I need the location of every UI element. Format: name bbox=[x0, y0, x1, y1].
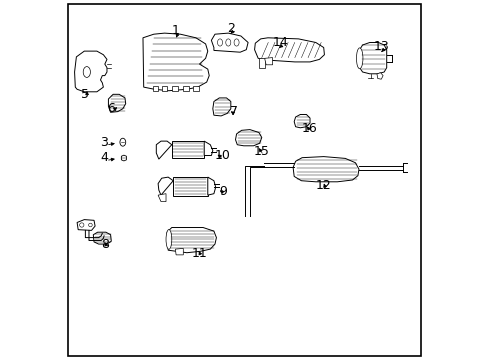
Polygon shape bbox=[211, 33, 247, 52]
Text: 4: 4 bbox=[100, 151, 108, 164]
Text: 15: 15 bbox=[253, 145, 269, 158]
Bar bbox=[172, 86, 178, 91]
Text: 1: 1 bbox=[172, 24, 180, 37]
Polygon shape bbox=[235, 130, 261, 146]
Text: 14: 14 bbox=[272, 36, 288, 49]
Text: 3: 3 bbox=[100, 136, 108, 149]
Polygon shape bbox=[108, 94, 125, 112]
Polygon shape bbox=[294, 114, 309, 128]
Ellipse shape bbox=[217, 39, 222, 46]
Polygon shape bbox=[204, 141, 212, 156]
Text: 8: 8 bbox=[101, 238, 109, 251]
Ellipse shape bbox=[88, 223, 92, 227]
Text: 6: 6 bbox=[107, 102, 115, 114]
Text: 9: 9 bbox=[219, 185, 227, 198]
Polygon shape bbox=[75, 51, 107, 92]
Polygon shape bbox=[258, 58, 265, 68]
Ellipse shape bbox=[120, 138, 125, 146]
Text: 7: 7 bbox=[229, 105, 237, 118]
Polygon shape bbox=[171, 141, 204, 158]
Text: 5: 5 bbox=[81, 88, 89, 101]
Bar bbox=[183, 86, 189, 91]
Polygon shape bbox=[254, 38, 324, 62]
Polygon shape bbox=[93, 232, 111, 244]
Polygon shape bbox=[158, 194, 166, 202]
Bar bbox=[162, 86, 167, 91]
Polygon shape bbox=[167, 228, 216, 253]
Ellipse shape bbox=[83, 67, 90, 77]
Text: 10: 10 bbox=[214, 149, 230, 162]
Ellipse shape bbox=[80, 223, 84, 227]
Ellipse shape bbox=[356, 48, 362, 69]
Polygon shape bbox=[207, 177, 215, 195]
Ellipse shape bbox=[166, 230, 171, 249]
Polygon shape bbox=[292, 157, 358, 182]
Ellipse shape bbox=[225, 39, 230, 46]
Polygon shape bbox=[175, 248, 183, 255]
Polygon shape bbox=[142, 33, 209, 91]
Bar bbox=[193, 86, 199, 91]
Polygon shape bbox=[77, 220, 95, 230]
Polygon shape bbox=[121, 155, 126, 161]
Polygon shape bbox=[173, 177, 207, 196]
Text: 13: 13 bbox=[373, 40, 389, 53]
Polygon shape bbox=[264, 58, 272, 65]
Polygon shape bbox=[156, 141, 171, 159]
Text: 11: 11 bbox=[191, 247, 207, 260]
Polygon shape bbox=[376, 73, 382, 79]
Polygon shape bbox=[212, 98, 230, 116]
Polygon shape bbox=[359, 42, 386, 74]
Ellipse shape bbox=[234, 39, 239, 46]
Text: 2: 2 bbox=[226, 22, 234, 35]
Text: 12: 12 bbox=[315, 179, 331, 192]
Polygon shape bbox=[158, 177, 173, 195]
Bar bbox=[152, 86, 158, 91]
Text: 16: 16 bbox=[301, 122, 317, 135]
